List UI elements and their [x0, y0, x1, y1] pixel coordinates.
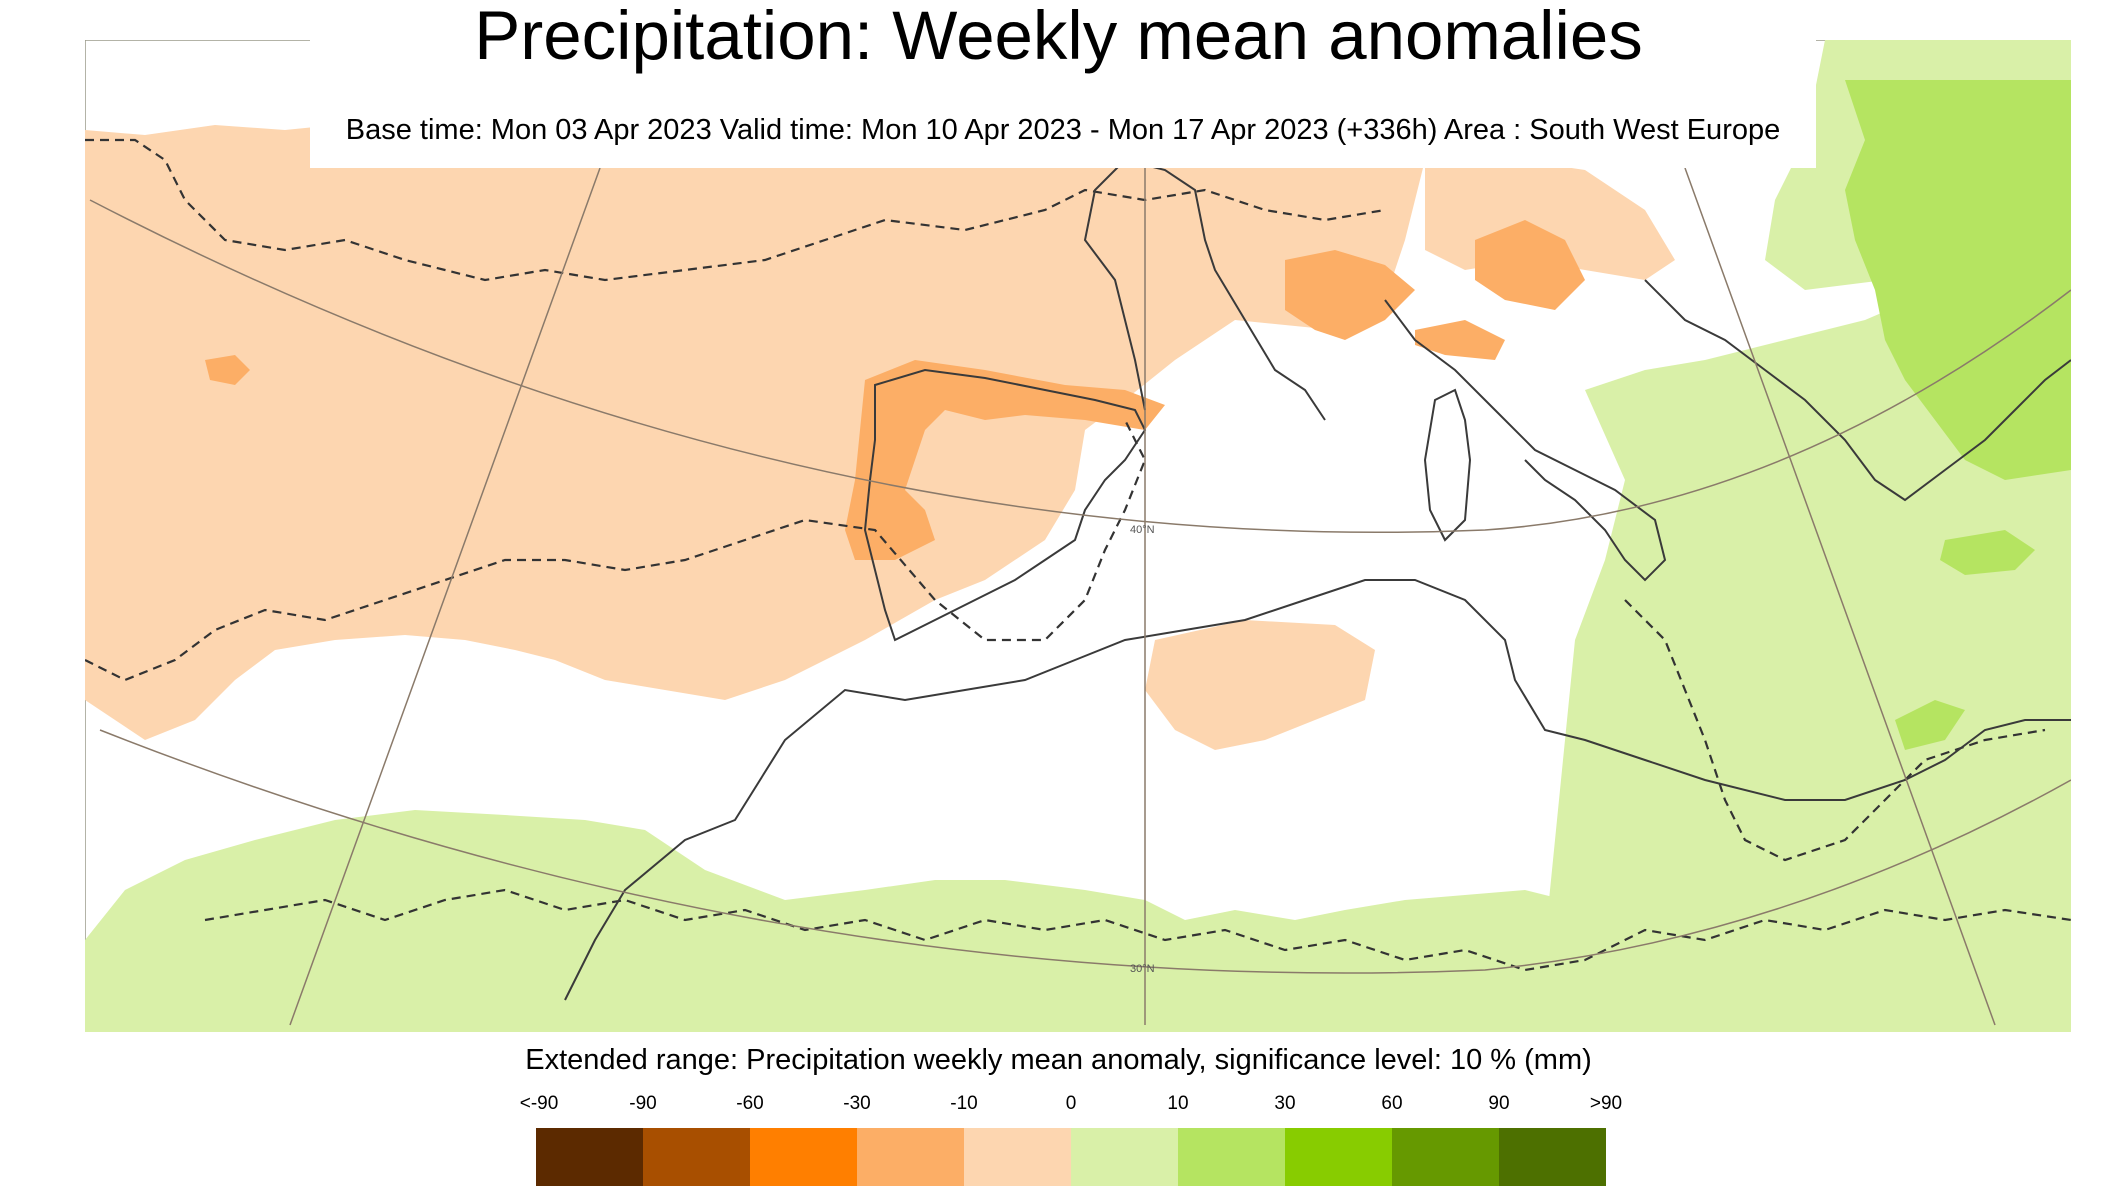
coastline-iberia: [863, 368, 1147, 642]
legend-swatch: [857, 1128, 964, 1186]
legend-swatch: [1392, 1128, 1499, 1186]
anomaly-area-dry-medium-alps: [1285, 250, 1415, 340]
chart-title-overlay: Precipitation: Weekly mean anomalies: [474, 0, 1643, 74]
legend-label: -10: [950, 1093, 978, 1114]
title-mask: [310, 40, 1816, 168]
legend-swatch: [1285, 1128, 1392, 1186]
title-mask-inner: [0, 0, 2117, 40]
anomaly-area-dry-medium-iberia: [845, 360, 1165, 560]
legend-swatch: [536, 1128, 643, 1186]
legend-label: 30: [1274, 1093, 1296, 1114]
legend-label: -30: [843, 1093, 871, 1114]
legend-label: -60: [736, 1093, 764, 1114]
coastline-italy: [1384, 299, 1667, 582]
coastline-north-africa: [564, 579, 2071, 1001]
anomaly-area-dry-light-2: [1145, 620, 1375, 750]
legend-swatch: [750, 1128, 857, 1186]
precipitation-anomaly-map: 40°N 30°N: [85, 40, 2071, 1032]
anomaly-area-dry-medium-adriatic: [1475, 220, 1585, 310]
significance-contour: [204, 888, 2071, 972]
graticule-meridian: [1684, 167, 1996, 1026]
legend-label: 0: [1065, 1093, 1077, 1114]
coastline-sardinia-corsica: [1423, 388, 1472, 542]
legend-swatch: [1071, 1128, 1178, 1186]
legend-title: Extended range: Precipitation weekly mea…: [525, 1044, 1592, 1076]
graticule-parallel: [89, 199, 2071, 534]
chart-subtitle-overlay: Base time: Mon 03 Apr 2023 Valid time: M…: [345, 114, 1781, 146]
graticule-label-30n: 30°N: [1130, 963, 1155, 975]
legend-label: 10: [1167, 1093, 1189, 1114]
anomaly-area-wet-medium-libya: [1895, 700, 1965, 750]
legend-label: 90: [1488, 1093, 1510, 1114]
anomaly-area-dry-medium-atlantic: [205, 355, 250, 385]
legend-swatch: [643, 1128, 750, 1186]
legend-labels: <-90 -90 -60 -30 -10 0 10 30 60 90 >90: [505, 1093, 1645, 1119]
legend-swatch: [1178, 1128, 1285, 1186]
legend-label: -90: [629, 1093, 657, 1114]
graticule-label-40n: 40°N: [1130, 524, 1155, 536]
coastline-france: [1083, 158, 1326, 421]
legend-color-bar: [536, 1128, 1606, 1186]
legend-swatch: [964, 1128, 1071, 1186]
anomaly-area-wet-light-africa: [85, 810, 1585, 1032]
significance-contour: [85, 419, 1147, 682]
anomaly-area-wet-medium-balkans: [1845, 80, 2071, 480]
graticule-meridian: [289, 167, 601, 1026]
legend-label: <-90: [519, 1093, 559, 1114]
legend-label: >90: [1589, 1093, 1623, 1114]
anomaly-area-dry-light: [85, 90, 1425, 740]
significance-contour: [85, 138, 1386, 282]
anomaly-area-wet-medium-crete: [1940, 530, 2035, 575]
legend-swatch: [1499, 1128, 1606, 1186]
significance-contour: [1624, 599, 2046, 862]
legend-label: 60: [1381, 1093, 1403, 1114]
anomaly-area-dry-medium-italy: [1415, 320, 1505, 360]
graticule-parallel: [99, 729, 2071, 974]
coastline-balkans: [1644, 279, 2071, 502]
